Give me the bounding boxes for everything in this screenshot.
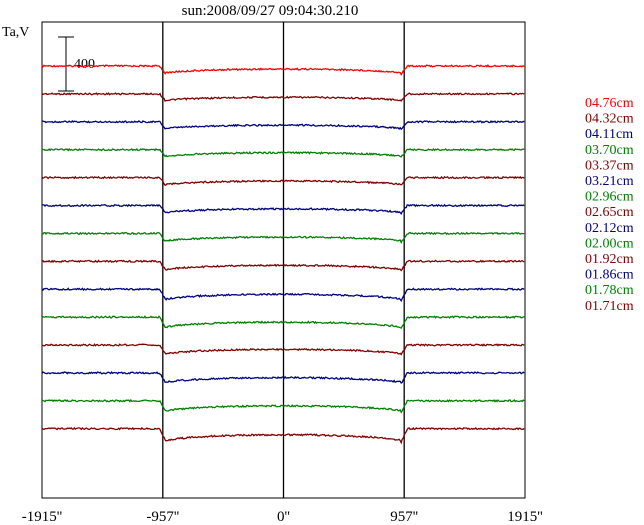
legend-entry-01.78cm: 01.78cm (585, 283, 634, 298)
series-line-02.96cm (41, 231, 525, 245)
series-line-04.32cm (41, 92, 525, 103)
series-line-02.00cm (41, 315, 525, 329)
series-line-03.70cm (41, 147, 525, 158)
x-tick-label-1: -957'' (146, 509, 179, 525)
series-group (41, 64, 525, 445)
series-line-01.78cm (41, 398, 525, 414)
series-line-01.92cm (42, 343, 525, 356)
y-axis-label: Ta,V (2, 25, 29, 40)
series-line-02.12cm (41, 287, 525, 303)
x-axis-ticks: -1915'' -957'' 0'' 957'' 1915'' (22, 509, 543, 525)
x-tick-label-0: -1915'' (22, 509, 63, 525)
x-tick-label-3: 957'' (390, 509, 418, 525)
legend-entry-04.11cm: 04.11cm (585, 127, 633, 142)
legend-entry-03.21cm: 03.21cm (585, 174, 634, 189)
series-line-04.76cm (41, 64, 525, 76)
series-line-01.86cm (41, 371, 525, 384)
legend-entry-01.71cm: 01.71cm (585, 299, 634, 314)
x-tick-label-2: 0'' (277, 509, 290, 525)
legend-entry-02.96cm: 02.96cm (585, 190, 634, 205)
legend-entry-02.65cm: 02.65cm (585, 205, 634, 220)
legend-entry-01.86cm: 01.86cm (585, 268, 634, 283)
chart-title: sun:2008/09/27 09:04:30.210 (182, 3, 359, 19)
series-line-02.65cm (42, 259, 525, 272)
series-line-03.37cm (41, 175, 525, 187)
reference-lines (162, 22, 405, 498)
scale-bar-label: 400 (74, 57, 95, 72)
legend-entry-03.70cm: 03.70cm (585, 143, 634, 158)
series-line-04.11cm (41, 119, 525, 131)
scale-bar (58, 36, 74, 92)
x-tick-label-4: 1915'' (507, 509, 543, 525)
legend: 04.76cm04.32cm04.11cm03.70cm03.37cm03.21… (585, 96, 634, 314)
legend-entry-02.12cm: 02.12cm (585, 221, 634, 236)
series-line-01.71cm (41, 426, 525, 445)
legend-entry-04.32cm: 04.32cm (585, 112, 634, 127)
legend-entry-03.37cm: 03.37cm (585, 158, 634, 173)
series-line-03.21cm (41, 203, 525, 215)
legend-entry-04.76cm: 04.76cm (585, 96, 634, 111)
legend-entry-01.92cm: 01.92cm (585, 252, 634, 267)
legend-entry-02.00cm: 02.00cm (585, 236, 634, 251)
